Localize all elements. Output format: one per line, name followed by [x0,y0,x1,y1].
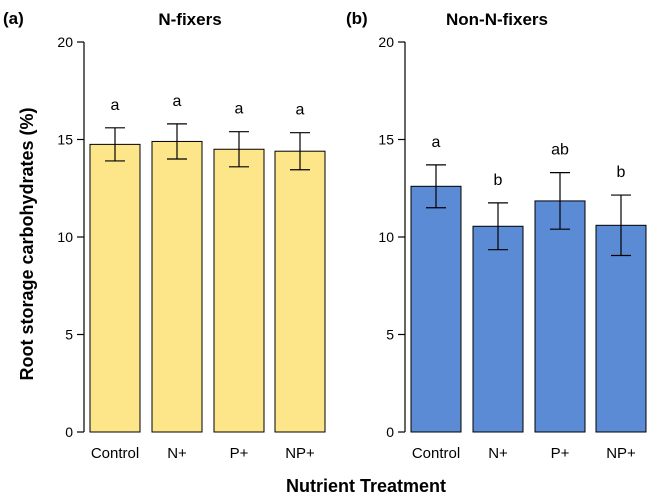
y-tick-label: 15 [378,132,394,148]
panel-tag: (b) [346,9,368,28]
x-tick-label: N+ [167,445,187,462]
y-axis-title: Root storage carbohydrates (%) [17,107,37,380]
bar [151,140,203,433]
x-tick-label: P+ [230,445,249,462]
bar [595,224,647,433]
y-tick-label: 20 [57,34,73,50]
significance-label: a [296,102,305,119]
significance-label: b [494,172,503,189]
bar [410,185,462,433]
panel-non-n-fixers: (b) Non-N-fixers 0 5 10 15 20 a Control b N+ ab P+ b N… [346,9,647,462]
bar [213,148,265,433]
x-tick-label: Control [412,445,460,462]
y-tick-label: 0 [386,424,394,440]
significance-label: a [235,101,244,118]
panel-n-fixers: (a) N-fixers 0 5 10 15 20 a Control a N+ a P+ a NP+ [3,9,326,462]
panel-title: N-fixers [158,10,221,29]
y-tick-label: 5 [386,327,394,343]
significance-label: a [173,93,182,110]
y-tick-label: 10 [57,229,73,245]
significance-label: a [111,97,120,114]
significance-label: b [617,164,626,181]
bar [472,225,524,433]
y-tick-label: 0 [65,424,73,440]
x-tick-label: NP+ [285,445,315,462]
y-tick-label: 10 [378,229,394,245]
significance-label: a [432,134,441,151]
bar [89,143,141,433]
x-tick-label: P+ [551,445,570,462]
x-tick-label: NP+ [606,445,636,462]
panel-title: Non-N-fixers [446,10,548,29]
y-tick-label: 5 [65,327,73,343]
y-tick-label: 15 [57,132,73,148]
y-tick-label: 20 [378,34,394,50]
significance-label: ab [551,142,569,159]
bar [534,200,586,433]
panel-tag: (a) [3,9,24,28]
bar [274,150,326,433]
x-axis-title: Nutrient Treatment [286,476,446,496]
x-tick-label: N+ [488,445,508,462]
x-tick-label: Control [91,445,139,462]
